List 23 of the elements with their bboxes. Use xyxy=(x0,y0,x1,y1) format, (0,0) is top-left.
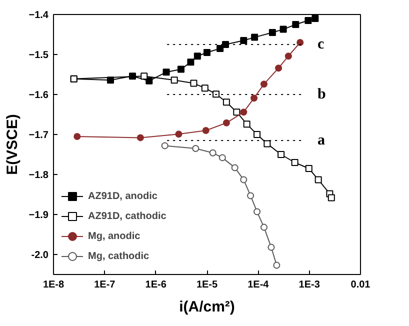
x-tick-label: 1E-6 xyxy=(145,280,167,290)
y-tick-label: -2.0 xyxy=(31,250,49,261)
legend-label: AZ91D, cathodic xyxy=(88,210,166,222)
x-tick-label: 1E-3 xyxy=(298,280,320,290)
x-axis-title: i(A/cm²) xyxy=(179,298,235,316)
legend-label: Mg, cathodic xyxy=(88,250,150,262)
y-tick-label: −1.8 xyxy=(28,170,49,181)
legend-label: AZ91D, anodic xyxy=(88,190,158,202)
y-tick-label: −1.7 xyxy=(28,130,49,141)
y-axis-title: E(VSCE) xyxy=(4,114,21,175)
x-tick-label: 1E-8 xyxy=(42,280,64,290)
y-tick-label: −1.5 xyxy=(28,50,49,61)
y-tick-label: −1.4 xyxy=(28,10,49,21)
x-tick-label: 1E-7 xyxy=(94,280,116,290)
x-tick-label: 1E-4 xyxy=(248,280,270,290)
y-tick-label: −1.6 xyxy=(28,90,49,101)
legend-label: Mg, anodic xyxy=(88,230,140,242)
x-tick-label: 0.01 xyxy=(350,280,371,290)
ref-line-label: a xyxy=(318,132,326,148)
ref-line-label: c xyxy=(318,36,325,52)
ref-line-label: b xyxy=(318,86,326,102)
y-tick-label: −1.9 xyxy=(28,210,49,221)
x-tick-label: 1E-5 xyxy=(196,280,218,290)
